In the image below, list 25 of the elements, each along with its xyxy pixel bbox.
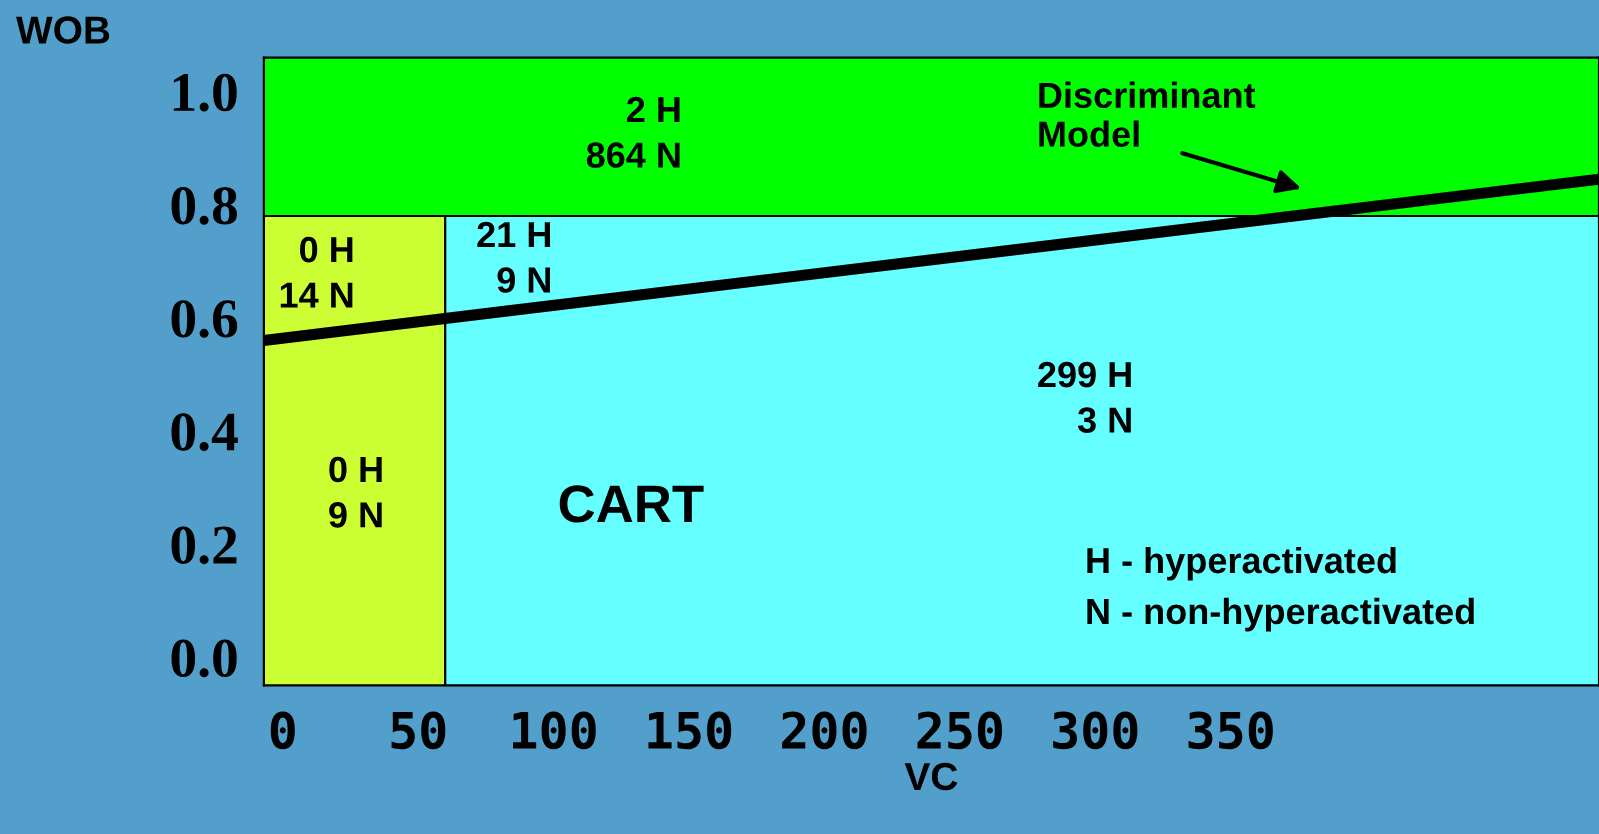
y-tick-label: 0.4 [171, 413, 238, 452]
x-tick-label: 50 [391, 711, 446, 750]
y-tick-label: 0.2 [171, 526, 237, 565]
annotation: 0 H 9 N [329, 456, 382, 528]
y-tick-label: 1.0 [173, 73, 237, 112]
y-axis-title: WOB [16, 16, 110, 44]
x-tick-label: 350 [1188, 711, 1273, 750]
x-tick-label: 150 [648, 711, 732, 750]
annotation: 299 H 3 N [1038, 361, 1131, 433]
annotation: CART [559, 485, 704, 523]
x-tick-label: 300 [1053, 711, 1138, 750]
annotation: 21 H 9 N [477, 221, 550, 293]
y-tick-label: 0.0 [171, 639, 237, 678]
annotation: 0 H 14 N [280, 236, 353, 308]
x-axis-title: VC [904, 762, 958, 791]
x-tick-label: 200 [782, 711, 867, 750]
annotation: H - hyperactivated [1087, 546, 1396, 581]
x-tick-label: 0 [270, 711, 295, 750]
y-tick-label: 0.6 [171, 300, 238, 338]
y-tick-label: 0.8 [171, 186, 237, 225]
x-tick-label: 250 [917, 711, 1003, 750]
text: Discriminant Model [1039, 81, 1256, 147]
x-tick-label: 100 [513, 711, 596, 750]
annotation: 2 H 864 N [586, 96, 680, 168]
annotation: N - non-hyperactivated [1087, 597, 1474, 632]
